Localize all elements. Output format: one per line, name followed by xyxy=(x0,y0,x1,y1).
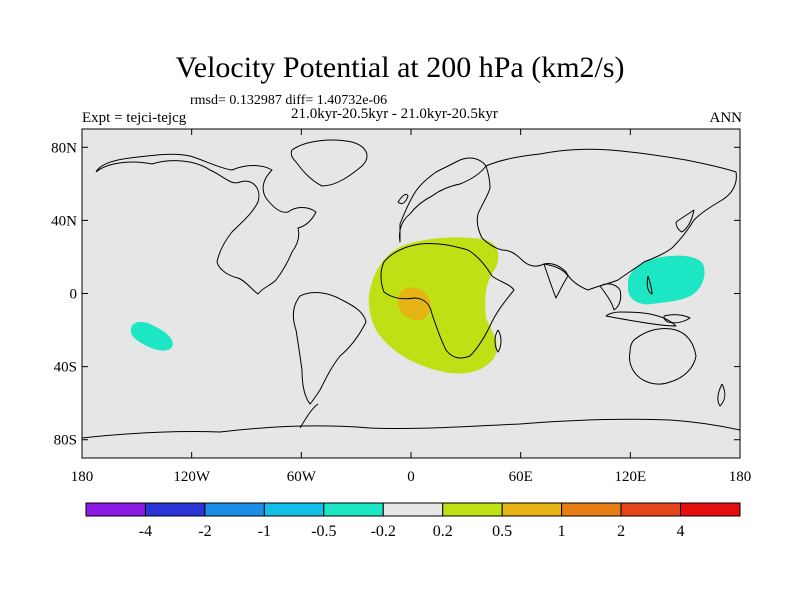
longitude-axis: 180 120W 60W 0 60E 120E 180 xyxy=(71,129,752,485)
colorbar-swatch xyxy=(144,502,206,517)
colorbar-label: 1 xyxy=(558,523,566,540)
colorbar-swatch xyxy=(323,502,384,517)
colorbar-swatch xyxy=(561,502,622,517)
lon-tick-label: 120W xyxy=(173,469,211,485)
coast-new-zealand xyxy=(717,383,726,407)
stats-text: rmsd= 0.132987 diff= 1.40732e-06 xyxy=(190,93,388,108)
map-plot xyxy=(81,128,741,459)
lon-tick-label: 60E xyxy=(509,469,533,485)
lon-tick-label: 60W xyxy=(287,469,317,485)
season-label: ANN xyxy=(709,110,743,126)
coast-antarctic-peninsula xyxy=(299,403,319,429)
colorbar-swatch xyxy=(263,502,325,517)
colorbar-swatch xyxy=(620,502,682,517)
coast-uk xyxy=(397,193,409,205)
colorbar-swatch xyxy=(204,502,265,517)
coast-madagascar xyxy=(494,329,502,353)
coast-japan xyxy=(675,209,695,233)
colorbar-label: 0.2 xyxy=(433,523,453,540)
lon-tick-label: 180 xyxy=(71,469,94,485)
colorbar-swatch xyxy=(442,502,503,517)
colorbar-label: 2 xyxy=(617,523,625,540)
coast-antarctica xyxy=(82,418,740,439)
lat-tick-label: 40S xyxy=(54,360,77,376)
coast-new-guinea xyxy=(663,314,691,324)
coast-greenland xyxy=(290,139,368,187)
colorbar-swatch xyxy=(501,502,563,517)
colorbar-label: -0.5 xyxy=(311,523,336,540)
latitude-axis: 80N 40N 0 40S 80S xyxy=(51,140,740,449)
lon-tick-label: 120E xyxy=(614,469,646,485)
colorbar-label: 4 xyxy=(677,523,685,540)
coast-philippines xyxy=(646,275,653,295)
positive-anomaly-africa xyxy=(368,237,499,374)
lon-tick-label: 180 xyxy=(729,469,752,485)
experiment-label: Expt = tejci-tejcg xyxy=(82,110,187,126)
colorbar-label: -2 xyxy=(198,523,211,540)
colorbar-label: 0.5 xyxy=(492,523,512,540)
coast-south-america xyxy=(292,292,367,405)
negative-anomaly-south-pacific xyxy=(131,321,173,351)
lon-tick-label: 0 xyxy=(407,469,415,485)
coast-europe xyxy=(399,157,487,243)
lat-tick-label: 0 xyxy=(70,287,78,303)
coast-southeast-asia xyxy=(599,283,622,311)
colorbar-label: -1 xyxy=(258,523,271,540)
coast-north-america xyxy=(95,153,317,295)
map-title: Velocity Potential at 200 hPa (km2/s) xyxy=(175,51,625,84)
time-range-text: 21.0kyr-20.5kyr - 21.0kyr-20.5kyr xyxy=(291,106,498,122)
colorbar-label: -0.2 xyxy=(371,523,396,540)
coast-india xyxy=(543,263,569,299)
colorbar: -4 -2 -1 -0.5 -0.2 0.2 0.5 1 2 4 xyxy=(85,502,741,540)
colorbar-swatch xyxy=(85,502,146,517)
coast-asia xyxy=(476,148,737,291)
coastlines xyxy=(82,139,740,439)
lat-tick-label: 80N xyxy=(51,140,77,156)
lat-tick-label: 80S xyxy=(54,433,77,449)
lat-tick-label: 40N xyxy=(51,213,77,229)
coast-africa xyxy=(380,243,515,359)
positive-anomaly-congo xyxy=(397,287,431,321)
colorbar-label: -4 xyxy=(139,523,152,540)
coast-australia xyxy=(629,327,697,385)
colorbar-swatch xyxy=(382,502,444,517)
colorbar-swatch xyxy=(680,502,741,517)
negative-anomaly-west-pacific xyxy=(628,255,705,305)
